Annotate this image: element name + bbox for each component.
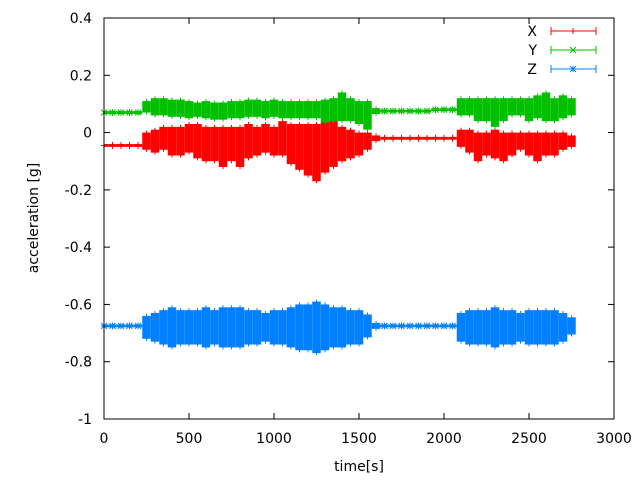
point-marker [542, 103, 550, 111]
point-marker [185, 106, 193, 114]
point-marker [534, 103, 541, 111]
point-marker [457, 103, 465, 111]
x-tick-label: 3000 [596, 431, 632, 447]
point-marker [313, 106, 320, 114]
point-marker [449, 106, 456, 114]
point-marker [466, 103, 473, 111]
point-marker [517, 103, 524, 111]
point-marker [483, 106, 490, 114]
x-tick-label: 1500 [341, 431, 377, 447]
point-marker [202, 106, 210, 114]
y-tick-label: 0.4 [70, 11, 92, 27]
point-marker [177, 104, 184, 112]
point-marker [569, 46, 577, 54]
y-tick-label: 0 [83, 126, 92, 142]
point-marker [228, 106, 235, 114]
point-marker [364, 112, 371, 119]
point-marker [508, 103, 516, 111]
point-marker [296, 106, 303, 114]
y-tick-label: -0.2 [65, 183, 92, 199]
legend-label: X [527, 24, 537, 40]
point-marker [245, 104, 252, 112]
point-marker [500, 106, 507, 114]
series-Y [100, 90, 576, 132]
point-marker [398, 107, 405, 115]
x-tick-label: 0 [100, 431, 109, 447]
legend-label: Z [527, 62, 537, 78]
x-tick-label: 2500 [511, 431, 547, 447]
point-marker [109, 109, 116, 116]
y-tick-label: -0.4 [65, 240, 92, 256]
point-marker [160, 103, 167, 111]
point-marker [194, 106, 201, 114]
point-marker [423, 107, 431, 115]
point-marker [126, 109, 133, 116]
point-marker [355, 109, 363, 116]
error-band [104, 111, 109, 114]
point-marker [568, 103, 575, 111]
point-marker [381, 107, 388, 115]
point-marker [474, 106, 482, 114]
point-marker [432, 106, 439, 114]
point-marker [168, 104, 176, 112]
point-marker [321, 107, 329, 115]
point-marker [134, 109, 142, 116]
x-axis-label: time[s] [334, 459, 384, 475]
point-marker [338, 103, 346, 111]
point-marker [347, 106, 354, 114]
point-marker [117, 109, 125, 116]
point-marker [372, 107, 380, 115]
point-marker [253, 104, 261, 112]
point-marker [559, 103, 567, 111]
x-tick-label: 1000 [256, 431, 292, 447]
point-marker [279, 106, 286, 114]
point-marker [525, 106, 533, 114]
point-marker [491, 109, 499, 116]
axis-ticks: 0 500 1000 1500 2000 2500 3000 0.4 0.2 0 -0.2 -0.4 -… [65, 11, 632, 447]
point-marker [236, 106, 244, 114]
series-Z [100, 299, 576, 356]
x-tick-label: 500 [176, 431, 203, 447]
x-tick-label: 2000 [426, 431, 462, 447]
point-marker [143, 103, 150, 111]
series-X [101, 119, 576, 184]
point-marker [270, 104, 278, 112]
point-marker [330, 106, 337, 114]
y-tick-label: 0.2 [70, 68, 92, 84]
point-marker [389, 107, 397, 115]
point-marker [211, 107, 218, 115]
point-marker [406, 107, 414, 115]
y-tick-label: -0.6 [65, 297, 92, 313]
legend: XYZ [527, 24, 597, 78]
point-marker [415, 107, 422, 115]
point-marker [287, 106, 295, 114]
y-tick-label: -0.8 [65, 355, 92, 371]
legend-label: Y [527, 43, 537, 59]
data-marks [100, 90, 576, 356]
plot-frame [103, 17, 615, 420]
point-marker [151, 103, 159, 111]
y-tick-label: -1 [78, 412, 92, 428]
point-marker [262, 106, 269, 114]
point-marker [219, 107, 227, 115]
point-marker [304, 106, 312, 114]
y-axis-label: acceleration [g] [26, 163, 42, 274]
point-marker [440, 106, 448, 114]
point-marker [551, 106, 558, 114]
